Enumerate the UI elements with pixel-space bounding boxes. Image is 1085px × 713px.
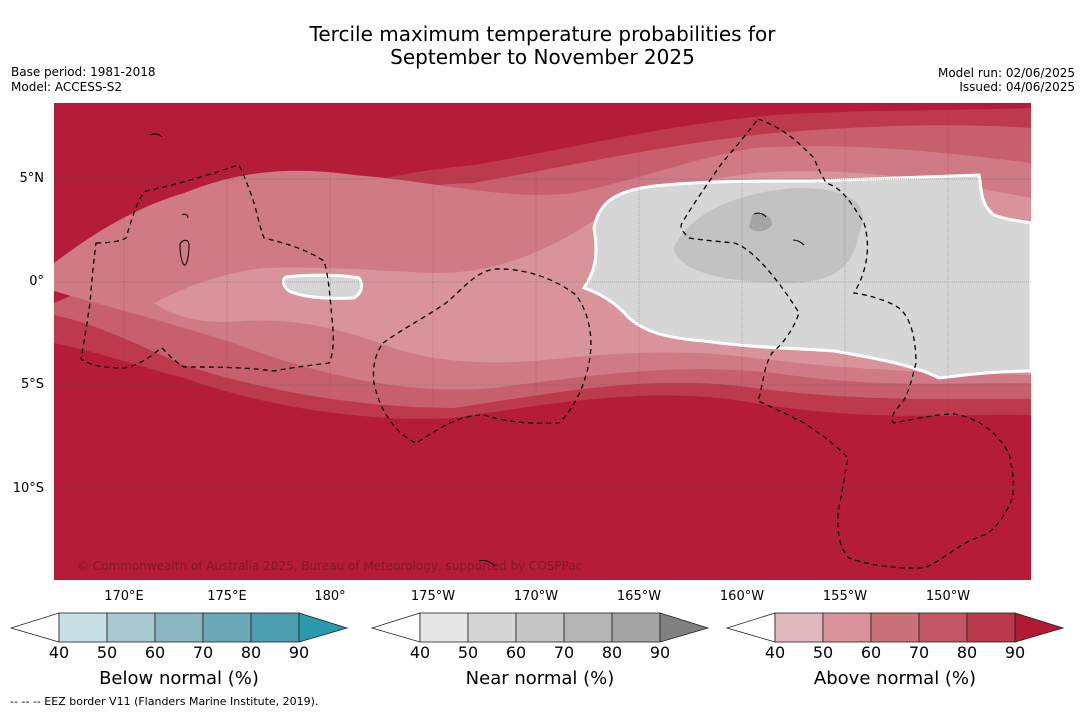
lat-label-5n: 5°N xyxy=(19,171,45,186)
colorbar-above-segment-4 xyxy=(918,612,968,643)
grid-lines xyxy=(54,103,1031,580)
colorbar-below-extend-high xyxy=(298,612,349,643)
lon-label-175e: 175°E xyxy=(207,589,247,604)
colorbar-near-segment-4 xyxy=(563,612,613,643)
eez-borders xyxy=(80,118,1015,569)
colorbar-above-extend-high xyxy=(1014,612,1065,643)
above-normal-title: Above normal (%) xyxy=(813,668,977,689)
issued-date: Issued: 04/06/2025 xyxy=(959,80,1075,94)
above-tick-50: 50 xyxy=(812,643,834,662)
colorbar-below-segment-4 xyxy=(202,612,252,643)
near-tick-60: 60 xyxy=(505,643,527,662)
colorbar-below-segment-1 xyxy=(58,612,108,643)
above-tick-40: 40 xyxy=(764,643,786,662)
below-tick-60: 60 xyxy=(144,643,166,662)
near-tick-50: 50 xyxy=(457,643,479,662)
colorbar-above-segment-2 xyxy=(822,612,872,643)
near-tick-90: 90 xyxy=(649,643,671,662)
lat-label-5s: 5°S xyxy=(20,377,44,392)
model-name: Model: ACCESS-S2 xyxy=(11,80,123,94)
near-normal-western-patch xyxy=(281,273,364,300)
below-tick-90: 90 xyxy=(288,643,310,662)
colorbar-above-extend-low xyxy=(726,612,776,643)
near-normal-70-region xyxy=(674,187,863,283)
near-normal-80-patch xyxy=(749,213,772,232)
land-outlines xyxy=(149,133,805,567)
colorbar-above-normal xyxy=(726,612,1065,643)
lon-label-155w: 155°W xyxy=(822,589,868,604)
below-tick-80: 80 xyxy=(240,643,262,662)
below-normal-title: Below normal (%) xyxy=(99,668,259,689)
lat-label-0: 0° xyxy=(29,274,44,289)
copyright-notice: © Commonwealth of Australia 2025, Bureau… xyxy=(77,559,583,573)
model-run: Model run: 02/06/2025 xyxy=(937,66,1075,80)
lon-label-175w: 175°W xyxy=(410,589,456,604)
near-tick-80: 80 xyxy=(601,643,623,662)
lon-label-170e: 170°E xyxy=(104,589,144,604)
near-tick-40: 40 xyxy=(409,643,431,662)
base-period: Base period: 1981-2018 xyxy=(11,65,156,79)
probability-map xyxy=(54,103,1031,580)
lon-label-165w: 165°W xyxy=(616,589,662,604)
colorbar-near-normal xyxy=(371,612,710,643)
lat-label-10s: 10°S xyxy=(12,481,44,496)
above-tick-60: 60 xyxy=(860,643,882,662)
above-tick-70: 70 xyxy=(908,643,930,662)
lon-label-160w: 160°W xyxy=(719,589,765,604)
below-tick-50: 50 xyxy=(96,643,118,662)
lon-label-150w: 150°W xyxy=(925,589,971,604)
colorbar-below-segment-5 xyxy=(250,612,300,643)
colorbar-above-segment-5 xyxy=(966,612,1016,643)
colorbar-below-extend-low xyxy=(10,612,60,643)
colorbar-near-segment-5 xyxy=(611,612,661,643)
below-tick-70: 70 xyxy=(192,643,214,662)
above-tick-90: 90 xyxy=(1004,643,1026,662)
colorbar-below-segment-3 xyxy=(154,612,204,643)
colorbar-near-segment-1 xyxy=(419,612,469,643)
colorbar-below-segment-2 xyxy=(106,612,156,643)
below-tick-40: 40 xyxy=(48,643,70,662)
colorbar-above-segment-3 xyxy=(870,612,920,643)
colorbar-near-extend-low xyxy=(371,612,421,643)
lon-label-180: 180° xyxy=(314,589,346,604)
above-tick-80: 80 xyxy=(956,643,978,662)
title-line-2: September to November 2025 xyxy=(390,45,695,69)
colorbar-above-segment-1 xyxy=(774,612,824,643)
near-tick-70: 70 xyxy=(553,643,575,662)
eez-footnote: -- -- -- EEZ border V11 (Flanders Marine… xyxy=(10,695,319,708)
title-line-1: Tercile maximum temperature probabilitie… xyxy=(309,22,776,46)
colorbar-near-segment-2 xyxy=(467,612,517,643)
colorbar-below-normal xyxy=(10,612,349,643)
colorbar-near-segment-3 xyxy=(515,612,565,643)
colorbar-near-extend-high xyxy=(659,612,710,643)
near-normal-title: Near normal (%) xyxy=(465,668,615,689)
lon-label-170w: 170°W xyxy=(513,589,559,604)
